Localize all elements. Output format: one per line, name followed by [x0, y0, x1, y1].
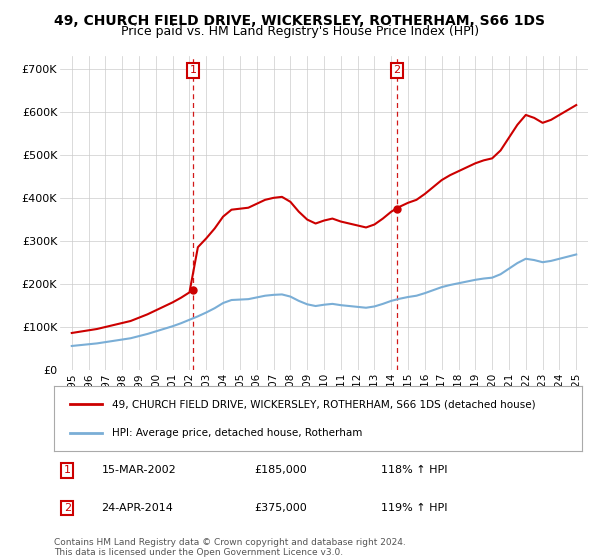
Text: 2: 2 [64, 503, 71, 513]
Text: HPI: Average price, detached house, Rotherham: HPI: Average price, detached house, Roth… [112, 428, 362, 438]
Text: 1: 1 [190, 66, 197, 76]
Text: 2: 2 [393, 66, 400, 76]
Text: 24-APR-2014: 24-APR-2014 [101, 503, 173, 513]
Text: Price paid vs. HM Land Registry's House Price Index (HPI): Price paid vs. HM Land Registry's House … [121, 25, 479, 38]
Text: Contains HM Land Registry data © Crown copyright and database right 2024.
This d: Contains HM Land Registry data © Crown c… [54, 538, 406, 557]
Text: £375,000: £375,000 [254, 503, 307, 513]
Text: 49, CHURCH FIELD DRIVE, WICKERSLEY, ROTHERHAM, S66 1DS (detached house): 49, CHURCH FIELD DRIVE, WICKERSLEY, ROTH… [112, 399, 536, 409]
Text: 119% ↑ HPI: 119% ↑ HPI [382, 503, 448, 513]
Text: 49, CHURCH FIELD DRIVE, WICKERSLEY, ROTHERHAM, S66 1DS: 49, CHURCH FIELD DRIVE, WICKERSLEY, ROTH… [55, 14, 545, 28]
Text: 118% ↑ HPI: 118% ↑ HPI [382, 465, 448, 475]
Text: £185,000: £185,000 [254, 465, 307, 475]
Text: 1: 1 [64, 465, 71, 475]
Text: 15-MAR-2002: 15-MAR-2002 [101, 465, 176, 475]
